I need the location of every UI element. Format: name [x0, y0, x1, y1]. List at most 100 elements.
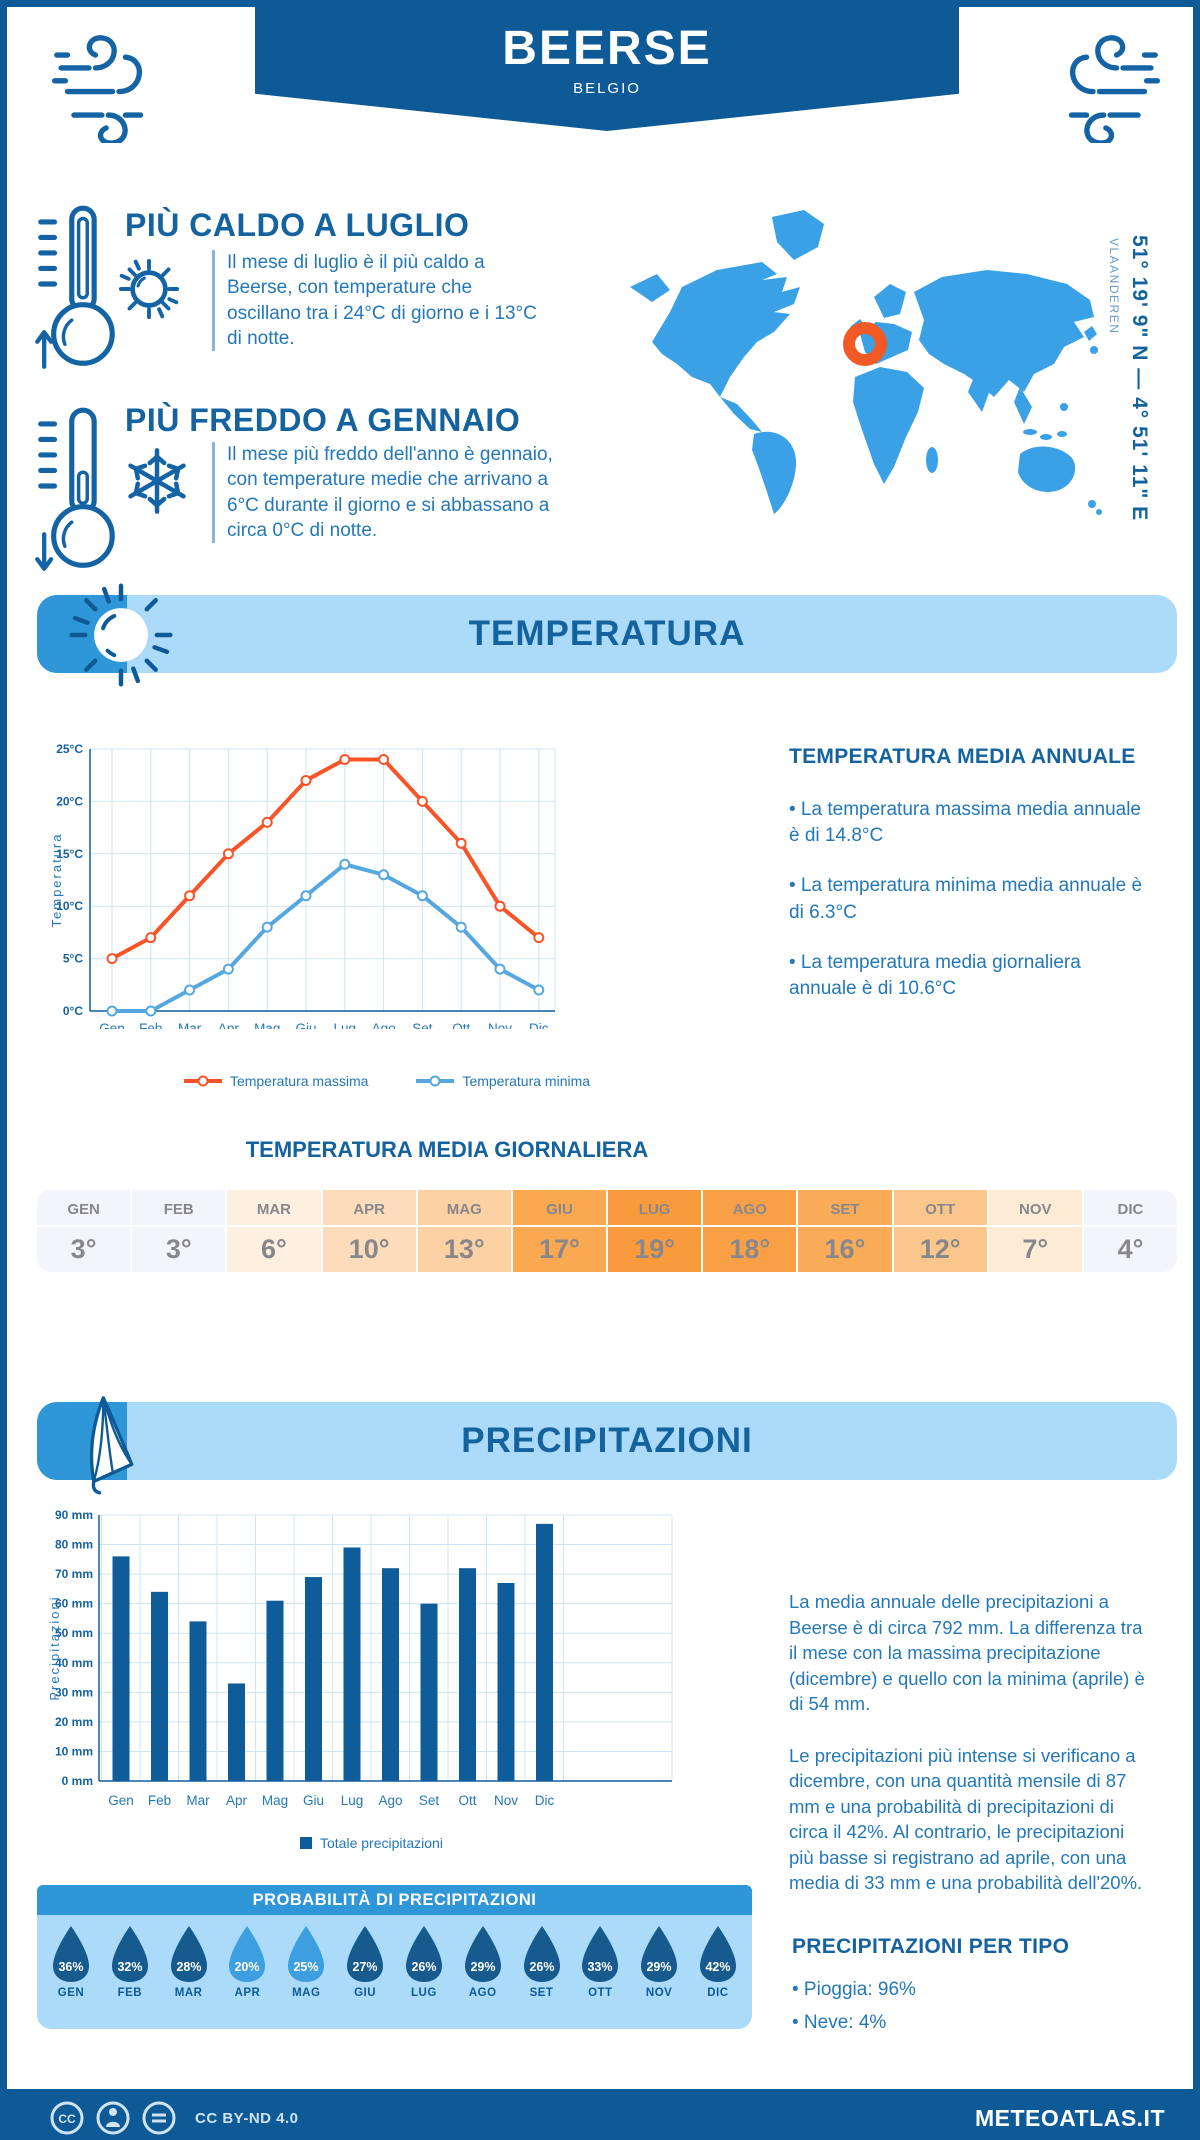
- probability-droplet: 42% DIC: [696, 1925, 740, 2029]
- droplet-icon: 26%: [523, 1926, 560, 1982]
- droplet-icon: 29%: [641, 1926, 678, 1982]
- daily-table-value: 7°: [1022, 1234, 1049, 1264]
- umbrella-icon: [89, 1396, 134, 1495]
- footer: CC CC BY-ND 4.0 METEOATLAS.IT: [7, 2089, 1193, 2140]
- daily-table-cell: LUG 19°: [608, 1190, 704, 1272]
- droplet-icon: 29%: [464, 1926, 501, 1982]
- warm-title: PIÙ CALDO A LUGLIO: [125, 207, 470, 243]
- precipitation-type-list: • Pioggia: 96% • Neve: 4%: [792, 1973, 1152, 2040]
- thermometer-cold-icon: [35, 407, 115, 571]
- svg-text:Giu: Giu: [303, 1793, 324, 1808]
- sun-band-icon: [69, 583, 173, 687]
- svg-text:Giu: Giu: [295, 1021, 316, 1029]
- probability-droplet: 20% APR: [225, 1925, 269, 2029]
- daily-table-value: 19°: [634, 1234, 676, 1264]
- annual-summary: TEMPERATURA MEDIA ANNUALE • La temperatu…: [789, 745, 1151, 1026]
- svg-text:25°C: 25°C: [56, 742, 83, 756]
- probability-droplet: 26% SET: [520, 1925, 564, 2029]
- snowflake-icon: [128, 448, 186, 514]
- droplet-icon: 20%: [229, 1926, 266, 1982]
- page-subtitle: BELGIO: [573, 80, 641, 97]
- temperature-section-band: TEMPERATURA: [37, 583, 1177, 687]
- daily-table-month: FEB: [132, 1190, 226, 1227]
- svg-text:27%: 27%: [353, 1960, 378, 1974]
- page-title: BEERSE: [502, 22, 712, 75]
- legend-item: Temperatura minima: [416, 1073, 590, 1089]
- svg-text:Feb: Feb: [139, 1021, 162, 1029]
- legend-label: Temperatura massima: [229, 1073, 369, 1089]
- svg-text:Ott: Ott: [452, 1021, 470, 1029]
- precipitation-section-title: PRECIPITAZIONI: [461, 1421, 753, 1460]
- droplet-icon: 25%: [288, 1926, 325, 1982]
- svg-text:32%: 32%: [117, 1960, 142, 1974]
- daily-table-cell: DIC 4°: [1083, 1190, 1177, 1272]
- svg-text:Feb: Feb: [148, 1793, 171, 1808]
- droplet-month-label: GEN: [57, 1987, 85, 1999]
- svg-text:Nov: Nov: [488, 1021, 512, 1029]
- droplet-month-label: OTT: [588, 1987, 613, 1999]
- precipitation-text-block: La media annuale delle precipitazioni a …: [789, 1589, 1151, 1896]
- legend-label: Temperatura minima: [462, 1073, 591, 1089]
- svg-text:20°C: 20°C: [56, 794, 83, 808]
- droplet-month-label: LUG: [410, 1987, 437, 1999]
- svg-text:Apr: Apr: [218, 1021, 240, 1029]
- daily-table-cell: APR 10°: [322, 1190, 418, 1272]
- cc-icon: CC: [50, 2101, 84, 2135]
- svg-text:20 mm: 20 mm: [55, 1715, 93, 1729]
- daily-table-value: 3°: [70, 1234, 97, 1264]
- location-marker: [843, 322, 887, 366]
- svg-text:Precipitazioni: Precipitazioni: [47, 1595, 62, 1700]
- droplet-icon: 26%: [405, 1926, 442, 1982]
- svg-text:10°C: 10°C: [56, 899, 83, 913]
- svg-text:0 mm: 0 mm: [62, 1774, 93, 1788]
- precipitation-type-block: PRECIPITAZIONI PER TIPO • Pioggia: 96% •…: [792, 1935, 1152, 2040]
- svg-text:10 mm: 10 mm: [55, 1744, 93, 1758]
- daily-table-month: DIC: [1083, 1190, 1177, 1227]
- probability-droplet: 26% LUG: [402, 1925, 446, 2029]
- wind-icon: [1068, 35, 1161, 143]
- probability-droplet: 32% FEB: [108, 1925, 152, 2029]
- droplet-month-label: APR: [234, 1987, 261, 1999]
- daily-table-cell: GIU 17°: [512, 1190, 609, 1272]
- svg-text:Dic: Dic: [529, 1021, 549, 1029]
- daily-table-cell: AGO 18°: [703, 1190, 799, 1272]
- license-label: CC BY-ND 4.0: [195, 2109, 299, 2127]
- daily-table-month: APR: [322, 1190, 416, 1227]
- daily-table-month: MAG: [417, 1190, 511, 1227]
- daily-table-cell: GEN 3°: [37, 1190, 133, 1272]
- daily-table-title: TEMPERATURA MEDIA GIORNALIERA: [245, 1137, 649, 1162]
- svg-text:Mar: Mar: [186, 1793, 210, 1808]
- daily-table-value: 10°: [348, 1234, 390, 1264]
- svg-text:Temperatura: Temperatura: [49, 833, 64, 928]
- temperature-chart-legend: Temperatura massima Temperatura minima: [47, 1073, 727, 1089]
- annual-summary-list: • La temperatura massima media annuale è…: [789, 797, 1151, 1002]
- svg-text:Totale precipitazioni: Totale precipitazioni: [320, 1835, 443, 1851]
- svg-text:29%: 29%: [470, 1960, 495, 1974]
- svg-text:Mag: Mag: [262, 1793, 288, 1808]
- probability-droplet: 29% AGO: [461, 1925, 505, 2029]
- wind-icon: [51, 35, 144, 143]
- precipitation-section-band: PRECIPITAZIONI: [37, 1396, 1177, 1495]
- daily-table-value: 12°: [919, 1234, 961, 1264]
- region-label: VLAANDEREN: [1107, 238, 1121, 335]
- droplet-icon: 36%: [53, 1926, 89, 1982]
- probability-droplet: 33% OTT: [578, 1925, 622, 2029]
- temperature-section-title: TEMPERATURA: [468, 614, 746, 653]
- daily-table-value: 17°: [539, 1234, 580, 1264]
- probability-droplet: 36% GEN: [49, 1925, 93, 2029]
- droplet-icon: 32%: [111, 1926, 148, 1982]
- precipitation-type-bullet: • Pioggia: 96%: [792, 1979, 916, 2000]
- svg-text:29%: 29%: [647, 1960, 672, 1974]
- annual-bullet: • La temperatura massima media annuale è…: [789, 799, 1142, 847]
- daily-table-month: NOV: [988, 1190, 1082, 1227]
- daily-table-month: AGO: [703, 1190, 797, 1227]
- daily-table-value: 4°: [1117, 1234, 1144, 1264]
- svg-text:Apr: Apr: [226, 1793, 248, 1808]
- svg-text:26%: 26%: [529, 1960, 554, 1974]
- svg-text:Dic: Dic: [535, 1793, 555, 1808]
- cc-by-icon: [96, 2101, 130, 2135]
- probability-droplets: 36% GEN 32% FEB 28% MAR 20% APR 25% MAG 27% GIU 26% L…: [37, 1915, 752, 2029]
- droplet-icon: 28%: [170, 1926, 207, 1982]
- svg-text:60 mm: 60 mm: [55, 1597, 93, 1611]
